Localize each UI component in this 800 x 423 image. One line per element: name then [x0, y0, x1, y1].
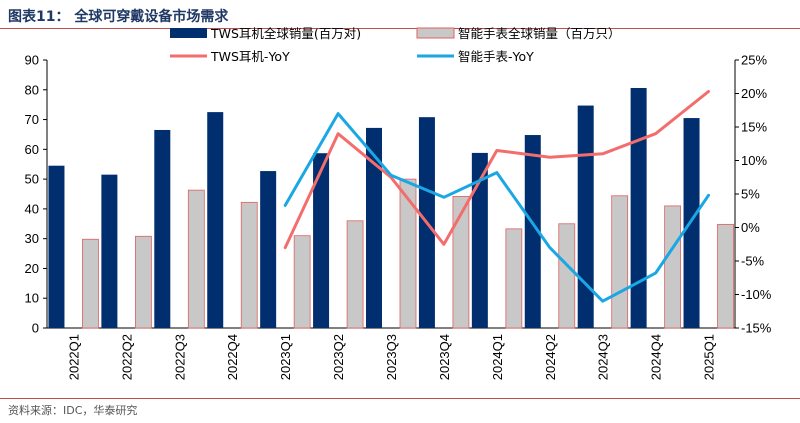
tws-yoy-line: [283, 90, 710, 250]
tws-bar: [471, 152, 488, 328]
source-note: 资料来源：IDC，华泰研究: [8, 404, 138, 417]
right-axis-tick-label: 25%: [741, 53, 767, 68]
x-axis-tick-label: 2023Q4: [437, 334, 452, 380]
right-axis-tick-label: 15%: [741, 120, 767, 135]
right-axis-tick-label: -5%: [741, 254, 765, 269]
legend-label: 智能手表全球销量（百万只）: [458, 26, 621, 41]
watch-bar: [505, 228, 523, 329]
left-axis-tick-label: 80: [25, 82, 39, 97]
watch-bar: [452, 195, 470, 329]
tws-bar: [577, 105, 594, 328]
watch-bar: [664, 205, 682, 329]
page-title: 图表11： 全球可穿戴设备市场需求: [8, 9, 229, 25]
watch-bar: [187, 189, 205, 329]
legend-label: TWS耳机-YoY: [210, 49, 290, 64]
footer-divider: [0, 398, 800, 399]
x-axis-tick-label: 2022Q4: [225, 334, 240, 380]
legend-item: TWS耳机全球销量(百万对): [170, 26, 361, 41]
right-axis-tick-label: 5%: [741, 187, 760, 202]
left-axis-tick-label: 50: [25, 172, 39, 187]
right-axis-tick-label: -15%: [741, 321, 772, 336]
left-axis-tick-label: 90: [25, 53, 39, 68]
legend-item: 智能手表全球销量（百万只）: [416, 26, 621, 41]
watch-bar: [558, 223, 576, 329]
legend-label: 智能手表-YoY: [458, 49, 534, 64]
x-axis-tick-label: 2022Q1: [66, 334, 81, 380]
legend-swatch: [170, 28, 207, 38]
tws-bar: [260, 171, 277, 328]
right-axis-tick-label: 20%: [741, 86, 767, 101]
x-axis-tick-label: 2023Q1: [278, 334, 293, 380]
bar-series-1: [48, 87, 700, 328]
legend-item: TWS耳机-YoY: [170, 49, 290, 64]
watch-bar: [134, 235, 152, 329]
watch-bar: [82, 238, 99, 329]
tws-bar: [101, 174, 118, 328]
right-axis-tick-label: 10%: [741, 153, 767, 168]
tws-bar: [313, 153, 330, 328]
tws-bar: [154, 129, 171, 328]
watch-bar: [293, 235, 311, 329]
x-axis-tick-label: 2024Q3: [596, 334, 611, 380]
tws-bar: [366, 127, 382, 328]
left-axis-tick-label: 0: [32, 321, 39, 336]
legend-swatch: [416, 27, 455, 39]
watch-bar: [717, 223, 734, 329]
watch-bar: [240, 201, 258, 329]
x-axis-tick-label: 2025Q1: [702, 334, 717, 380]
x-axis-tick-label: 2023Q3: [384, 334, 399, 380]
watch-bar: [611, 195, 629, 329]
legend-item: 智能手表-YoY: [417, 49, 534, 64]
left-axis-tick-label: 20: [25, 261, 39, 276]
left-axis-tick-label: 30: [25, 231, 39, 246]
watch-bar: [346, 220, 364, 329]
legend-label: TWS耳机全球销量(百万对): [210, 26, 361, 41]
x-axis-tick-label: 2023Q2: [331, 334, 346, 380]
x-axis-tick-label: 2024Q4: [649, 334, 664, 380]
left-axis-tick-label: 60: [25, 142, 39, 157]
watch-bar: [399, 178, 417, 329]
x-axis-tick-label: 2022Q2: [119, 334, 134, 380]
x-axis-tick-label: 2022Q3: [172, 334, 187, 380]
left-axis-tick-label: 70: [25, 112, 39, 127]
tws-bar: [207, 112, 224, 328]
right-axis-tick-label: 0%: [741, 220, 760, 235]
right-axis-tick-label: -10%: [741, 287, 772, 302]
left-axis-tick-label: 40: [25, 201, 39, 216]
tws-bar: [48, 165, 65, 328]
left-axis-tick-label: 10: [25, 291, 39, 306]
watch-yoy-line: [283, 112, 710, 303]
x-axis-tick-label: 2024Q2: [543, 334, 558, 380]
tws-bar: [524, 135, 541, 328]
title-bar: 图表11： 全球可穿戴设备市场需求: [0, 0, 800, 30]
title-divider: [0, 28, 800, 29]
x-axis-tick-label: 2024Q1: [490, 334, 505, 380]
tws-bar: [683, 118, 700, 328]
tws-bar: [630, 87, 647, 328]
